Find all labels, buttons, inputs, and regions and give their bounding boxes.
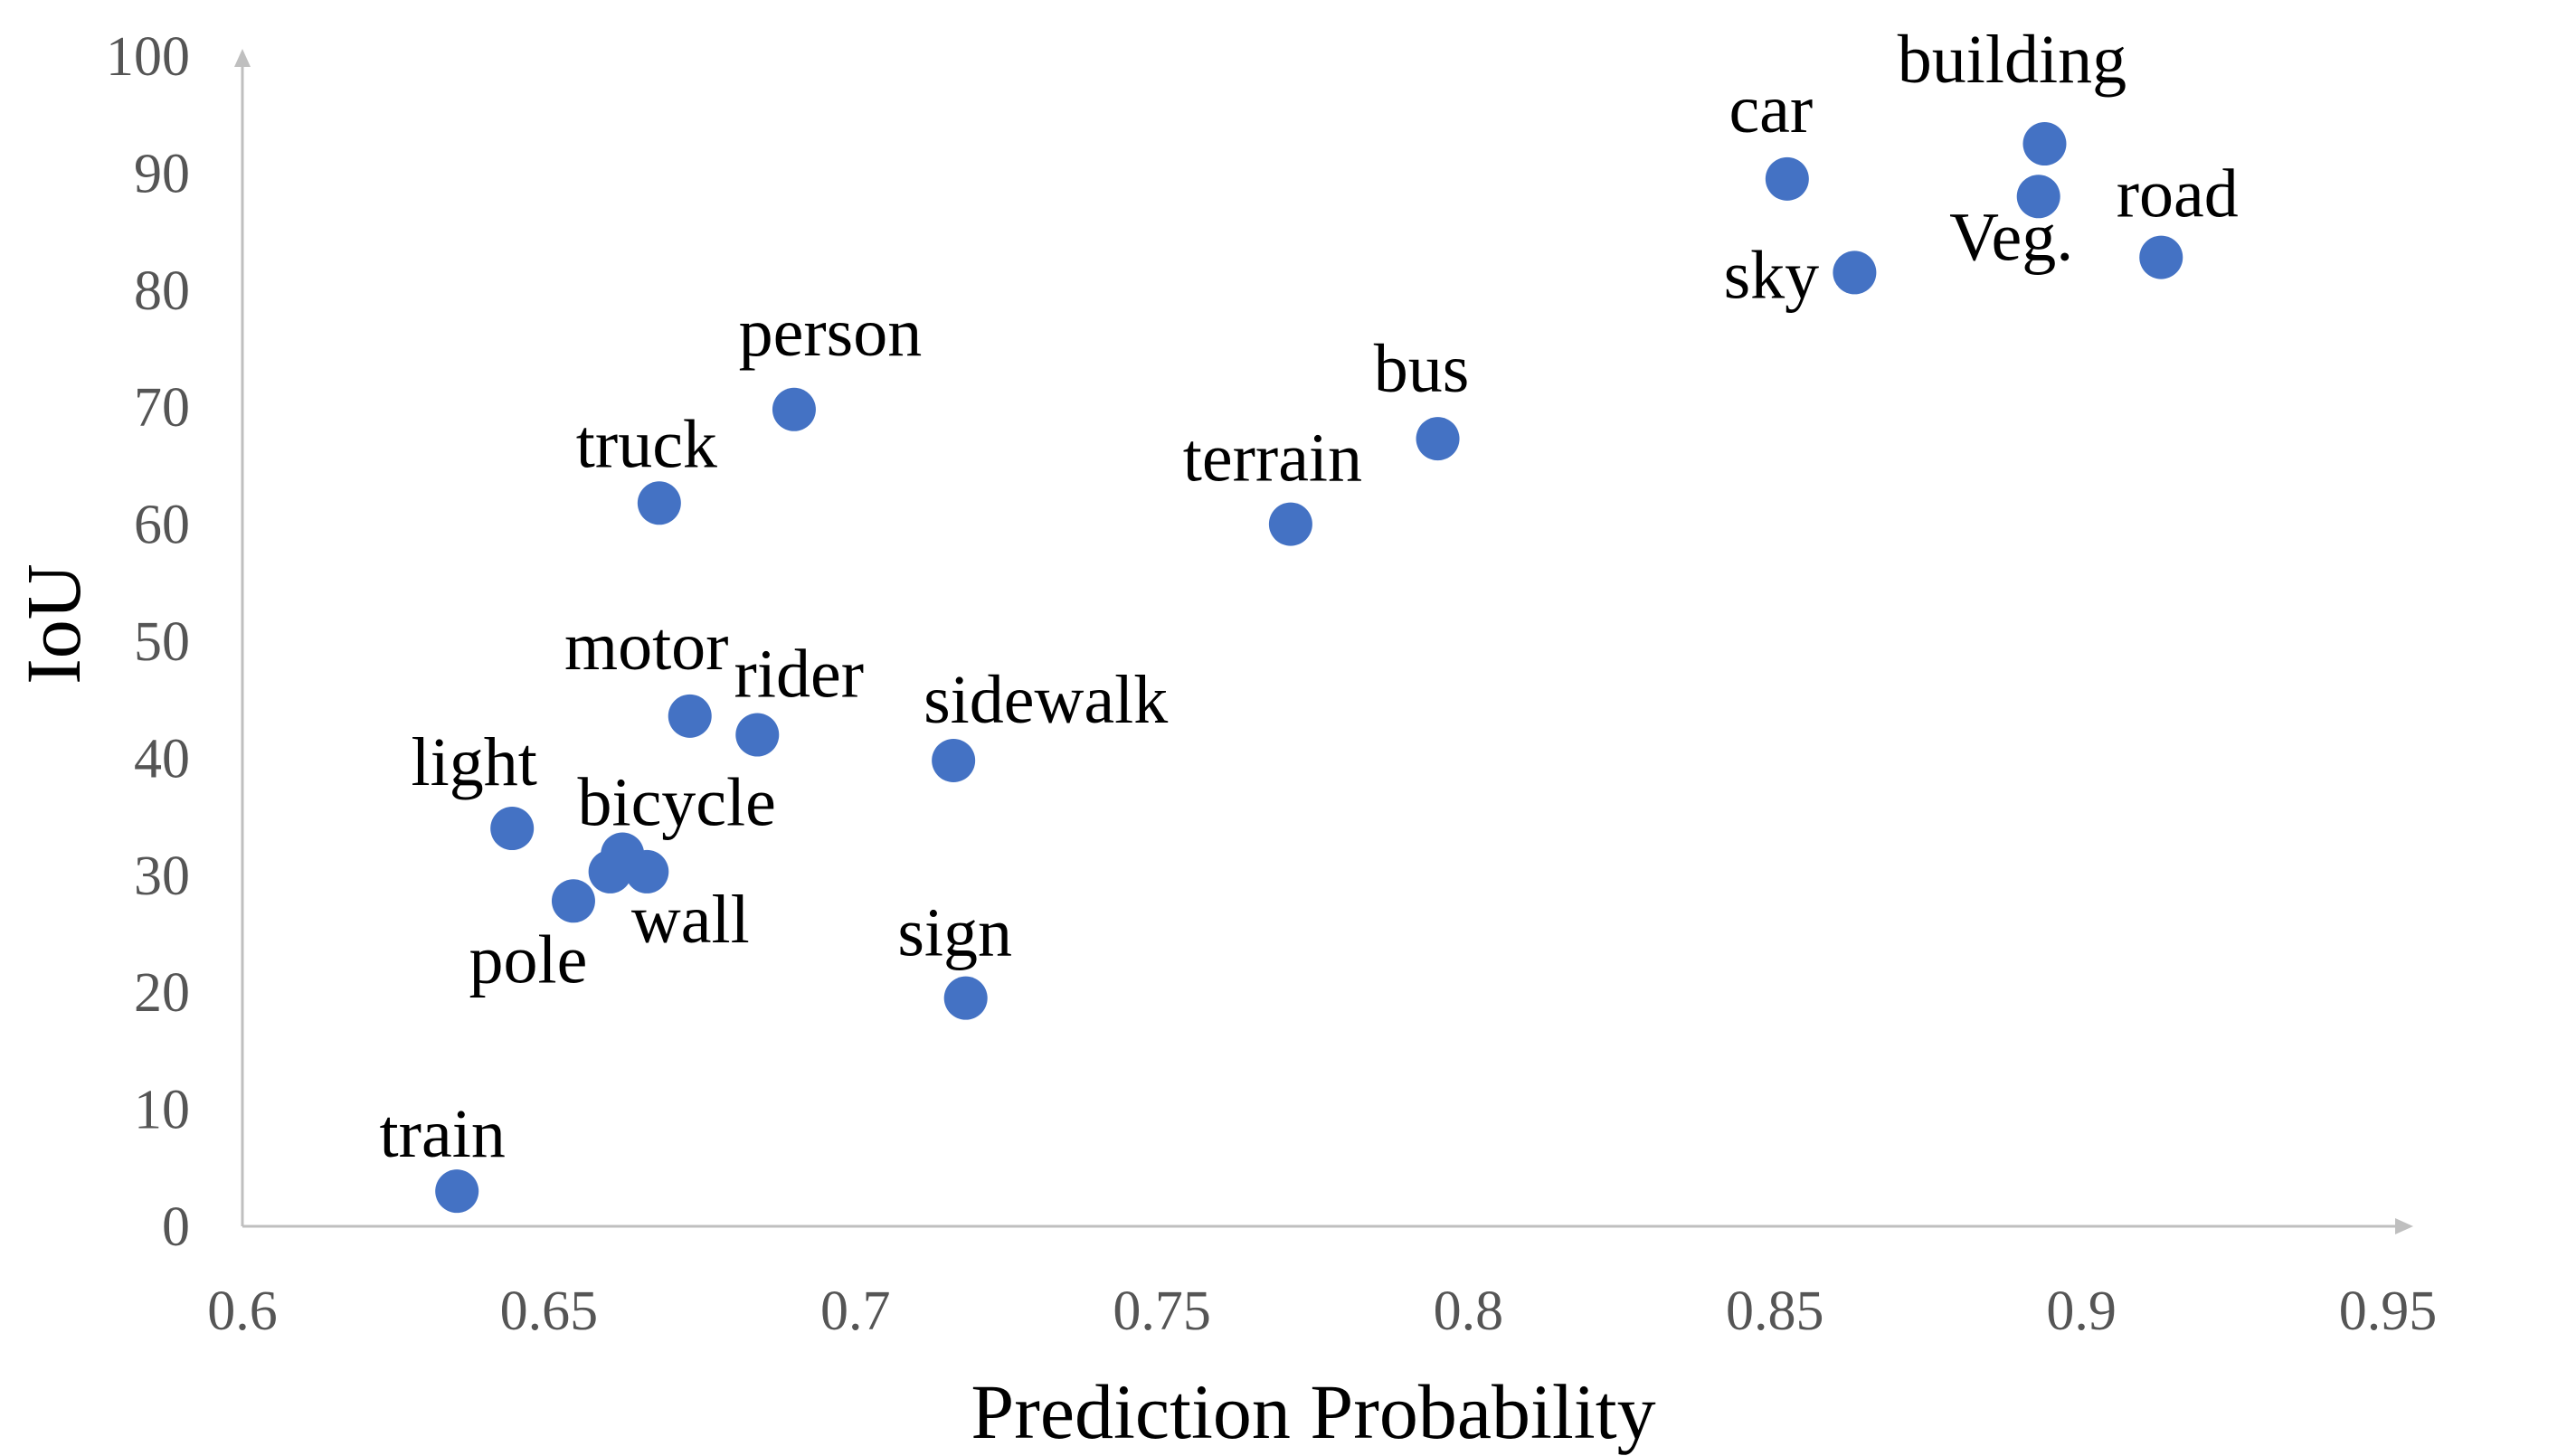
x-tick-label: 0.6 [207, 1281, 278, 1342]
y-axis-arrow [234, 49, 251, 67]
point-label: sidewalk [924, 662, 1168, 738]
data-point [490, 807, 535, 851]
data-point [772, 387, 816, 431]
point-label: road [2117, 156, 2239, 232]
axes [234, 49, 2413, 1234]
point-label: pole [469, 922, 588, 997]
data-point [1416, 417, 1460, 461]
y-tick-label: 10 [134, 1080, 190, 1141]
point-label: sky [1724, 237, 1820, 313]
x-tick-label: 0.7 [820, 1281, 891, 1342]
x-axis-title: Prediction Probability [971, 1368, 1655, 1455]
y-tick-label: 30 [134, 846, 190, 907]
data-point [637, 481, 681, 525]
data-point [2139, 235, 2183, 279]
point-label: light [412, 724, 537, 800]
data-point [2022, 122, 2067, 166]
point-label: truck [576, 406, 717, 482]
point-label: bus [1374, 331, 1470, 407]
point-label: car [1729, 71, 1813, 147]
data-point [1833, 251, 1877, 295]
tick-labels: 0.6 0.65 0.7 0.75 0.8 0.85 0.9 0.95 0 10 20 30 40 50 6… [106, 26, 2437, 1342]
point-label: person [739, 295, 923, 371]
y-tick-label: 100 [106, 26, 190, 88]
x-tick-label: 0.65 [500, 1281, 599, 1342]
point-label: wall [631, 882, 750, 958]
point-label: building [1898, 22, 2127, 98]
point-label: train [380, 1096, 506, 1172]
point-label: motor [564, 609, 729, 685]
point-labels: building car Veg. road sky person bus truck terr… [380, 22, 2239, 1172]
y-tick-label: 40 [134, 728, 190, 789]
point-label: bicycle [577, 765, 775, 841]
y-tick-label: 60 [134, 495, 190, 556]
data-point [932, 738, 976, 782]
x-tick-label: 0.8 [1434, 1281, 1504, 1342]
data-point [2016, 175, 2060, 219]
y-axis-title: IoU [10, 563, 97, 685]
data-point [435, 1169, 479, 1214]
point-label: Veg. [1949, 199, 2073, 275]
y-tick-label: 70 [134, 377, 190, 439]
point-label: rider [734, 637, 864, 713]
y-tick-label: 50 [134, 611, 190, 673]
data-point [668, 694, 712, 738]
data-point [1268, 502, 1312, 546]
x-axis-arrow [2395, 1218, 2413, 1234]
x-tick-label: 0.85 [1726, 1281, 1824, 1342]
data-point [625, 849, 669, 893]
y-tick-label: 20 [134, 962, 190, 1024]
y-tick-label: 90 [134, 143, 190, 204]
point-label: sign [897, 895, 1012, 971]
data-point [588, 849, 632, 893]
y-tick-label: 80 [134, 260, 190, 322]
x-tick-label: 0.95 [2339, 1281, 2438, 1342]
data-points [435, 122, 2183, 1214]
data-point [943, 976, 988, 1020]
data-point [551, 879, 595, 923]
data-point [1765, 156, 1809, 201]
x-tick-label: 0.75 [1113, 1281, 1211, 1342]
point-label: terrain [1183, 421, 1362, 496]
y-tick-label: 0 [162, 1196, 190, 1258]
data-point [735, 713, 780, 757]
x-tick-label: 0.9 [2046, 1281, 2117, 1342]
